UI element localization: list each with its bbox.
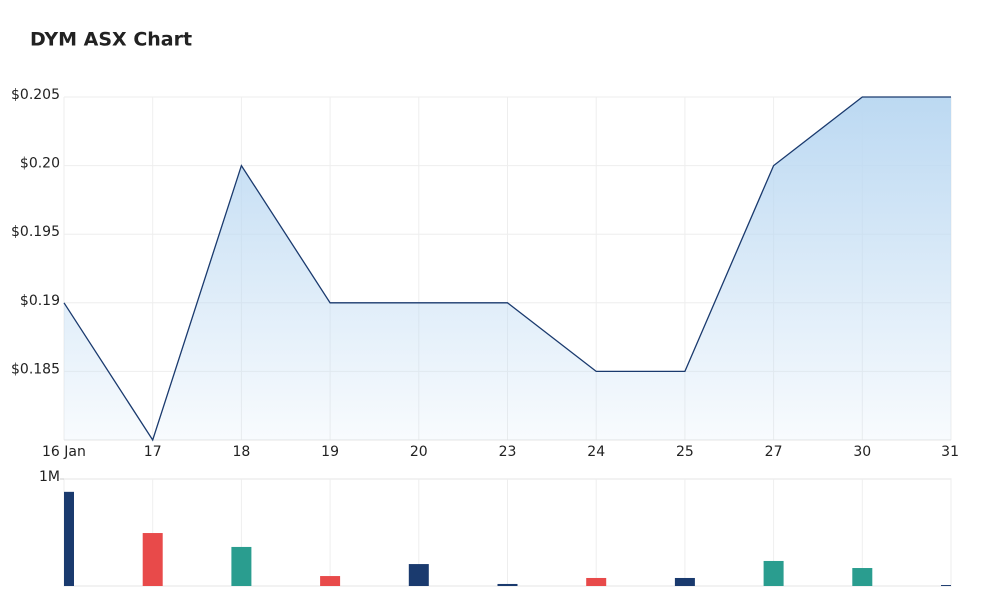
x-tick-label: 16 Jan <box>42 444 86 460</box>
volume-bar <box>852 568 873 586</box>
y-tick-label: $0.20 <box>20 156 60 172</box>
y-tick-label: 1M <box>39 469 60 485</box>
volume-bar <box>674 577 695 586</box>
volume-bar <box>320 576 341 586</box>
volume-bar <box>408 564 429 586</box>
volume-bar <box>142 533 163 586</box>
x-tick-label: 20 <box>410 444 428 460</box>
price-line <box>63 96 951 442</box>
x-tick-label: 31 <box>941 444 959 460</box>
volume-bar <box>64 491 74 586</box>
volume-bar <box>497 583 518 586</box>
volume-bars <box>64 491 951 586</box>
y-tick-label: $0.19 <box>20 293 60 309</box>
volume-bar <box>231 546 252 586</box>
volume-bar <box>763 560 784 586</box>
volume-bar <box>941 585 951 586</box>
x-tick-label: 25 <box>676 444 694 460</box>
price-area <box>64 97 951 440</box>
x-tick-label: 30 <box>853 444 871 460</box>
y-tick-label: $0.195 <box>11 224 60 240</box>
x-tick-label: 17 <box>144 444 162 460</box>
x-tick-label: 27 <box>765 444 783 460</box>
x-tick-label: 23 <box>499 444 517 460</box>
y-tick-label: $0.185 <box>11 361 60 377</box>
x-tick-label: 19 <box>321 444 339 460</box>
x-tick-label: 18 <box>232 444 250 460</box>
x-tick-label: 24 <box>587 444 605 460</box>
chart-title: DYM ASX Chart <box>30 29 192 51</box>
volume-bar <box>586 577 607 586</box>
y-tick-label: $0.205 <box>11 87 60 103</box>
